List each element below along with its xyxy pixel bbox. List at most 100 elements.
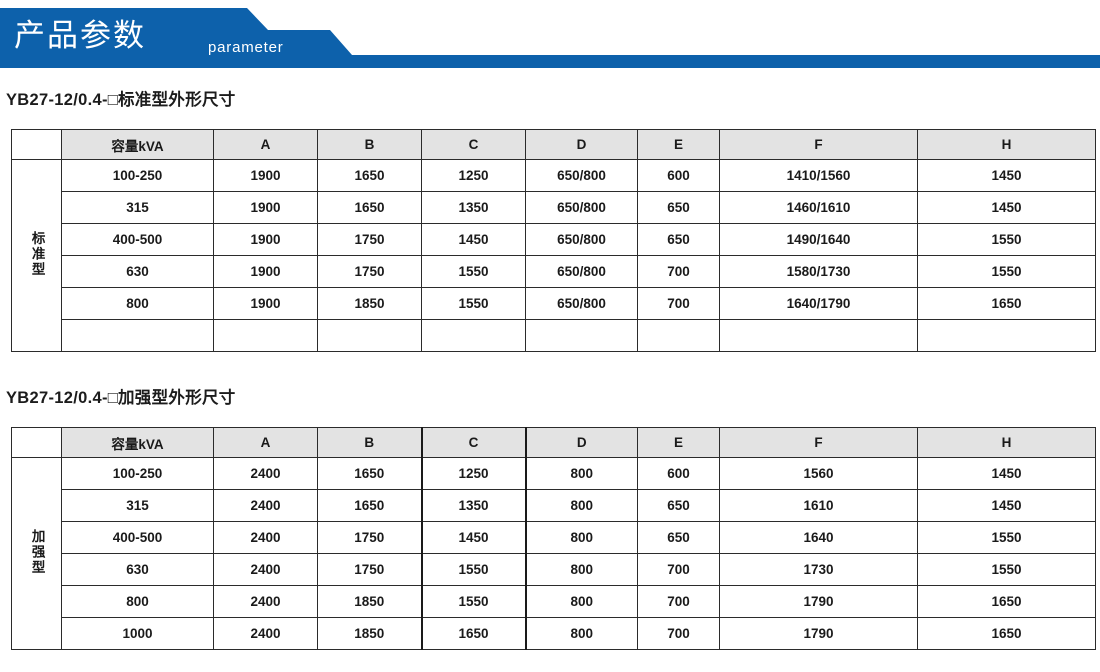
dimension-table-reinforced-wrapper: 容量kVA A B C D E F H 加强型 100-250 2400 165… — [11, 427, 1096, 650]
cell-b: 1750 — [317, 521, 422, 554]
cell-d: 650/800 — [525, 191, 638, 224]
banner-blue-shape — [0, 8, 1100, 68]
banner-shape — [0, 8, 1100, 68]
col-header-a: A — [213, 129, 318, 160]
cell-c: 1250 — [421, 159, 526, 192]
cell-e: 700 — [637, 255, 720, 288]
cell-b: 1750 — [317, 223, 422, 256]
cell-e: 650 — [637, 223, 720, 256]
cell-capacity — [61, 319, 214, 352]
cell-d — [525, 319, 638, 352]
cell-c: 1450 — [420, 521, 527, 554]
dimension-table-standard: 容量kVA A B C D E F H 标准型 100-250 1900 165… — [11, 129, 1096, 352]
cell-f: 1560 — [719, 457, 918, 490]
cell-a — [213, 319, 318, 352]
row-label-header-cell — [11, 427, 62, 458]
banner-title: 产品参数 — [14, 18, 146, 53]
cell-b: 1850 — [317, 287, 422, 320]
row-label-header-cell — [11, 129, 62, 160]
cell-d: 650/800 — [525, 255, 638, 288]
cell-f: 1640/1790 — [719, 287, 918, 320]
cell-b: 1650 — [317, 489, 422, 522]
col-header-capacity: 容量kVA — [61, 129, 214, 160]
row-group-label-standard: 标准型 — [11, 159, 62, 352]
cell-a: 1900 — [213, 223, 318, 256]
cell-h: 1550 — [917, 255, 1096, 288]
col-header-e: E — [637, 129, 720, 160]
cell-e: 700 — [637, 617, 720, 650]
cell-b: 1850 — [317, 585, 422, 618]
cell-c: 1650 — [420, 617, 527, 650]
cell-h: 1450 — [917, 489, 1096, 522]
cell-e — [637, 319, 720, 352]
cell-c: 1550 — [420, 553, 527, 586]
cell-e: 700 — [637, 553, 720, 586]
cell-b: 1850 — [317, 617, 422, 650]
cell-capacity: 1000 — [61, 617, 214, 650]
cell-d: 800 — [525, 489, 638, 522]
cell-b: 1650 — [317, 159, 422, 192]
cell-d: 800 — [525, 553, 638, 586]
cell-d: 650/800 — [525, 287, 638, 320]
table-row: 630 1900 1750 1550 650/800 700 1580/1730… — [12, 255, 1096, 288]
cell-capacity: 315 — [61, 489, 214, 522]
table-row: 400-500 2400 1750 1450 800 650 1640 1550 — [12, 521, 1096, 554]
cell-capacity: 630 — [61, 553, 214, 586]
cell-b: 1650 — [317, 457, 422, 490]
cell-d: 650/800 — [525, 223, 638, 256]
table-row: 加强型 100-250 2400 1650 1250 800 600 1560 … — [11, 457, 1096, 650]
cell-d: 800 — [525, 617, 638, 650]
cell-capacity: 800 — [61, 585, 214, 618]
section-heading-standard: YB27-12/0.4-□标准型外形尺寸 — [6, 91, 236, 109]
table-row-empty — [12, 319, 1096, 352]
cell-c: 1550 — [421, 255, 526, 288]
table-header-row: 容量kVA A B C D E F H — [11, 129, 1096, 160]
cell-e: 700 — [637, 287, 720, 320]
table-row: 800 1900 1850 1550 650/800 700 1640/1790… — [12, 287, 1096, 320]
table-row: 1000 2400 1850 1650 800 700 1790 1650 — [12, 617, 1096, 650]
cell-e: 650 — [637, 191, 720, 224]
cell-e: 650 — [637, 521, 720, 554]
table-row: 800 2400 1850 1550 800 700 1790 1650 — [12, 585, 1096, 618]
cell-a: 2400 — [213, 521, 318, 554]
cell-h: 1550 — [917, 223, 1096, 256]
cell-f: 1790 — [719, 617, 918, 650]
cell-f: 1730 — [719, 553, 918, 586]
banner-subtitle: parameter — [208, 39, 284, 56]
col-header-b: B — [317, 129, 422, 160]
cell-a: 1900 — [213, 255, 318, 288]
cell-b: 1750 — [317, 553, 422, 586]
cell-f: 1490/1640 — [719, 223, 918, 256]
cell-h: 1450 — [917, 159, 1096, 192]
dimension-table-reinforced: 容量kVA A B C D E F H 加强型 100-250 2400 165… — [11, 427, 1096, 650]
cell-h — [917, 319, 1096, 352]
col-header-b: B — [317, 427, 422, 458]
cell-h: 1550 — [917, 521, 1096, 554]
col-header-a: A — [213, 427, 318, 458]
col-header-h: H — [917, 129, 1096, 160]
dimension-table-standard-wrapper: 容量kVA A B C D E F H 标准型 100-250 1900 165… — [11, 129, 1096, 352]
cell-h: 1450 — [917, 457, 1096, 490]
cell-capacity: 400-500 — [61, 223, 214, 256]
cell-a: 1900 — [213, 159, 318, 192]
cell-e: 700 — [637, 585, 720, 618]
cell-f — [719, 319, 918, 352]
cell-h: 1650 — [917, 617, 1096, 650]
cell-b: 1650 — [317, 191, 422, 224]
row-group-label-text: 加强型 — [29, 528, 45, 576]
cell-h: 1650 — [917, 287, 1096, 320]
cell-e: 600 — [637, 457, 720, 490]
cell-a: 2400 — [213, 617, 318, 650]
cell-capacity: 630 — [61, 255, 214, 288]
cell-capacity: 400-500 — [61, 521, 214, 554]
cell-c: 1350 — [421, 191, 526, 224]
cell-f: 1790 — [719, 585, 918, 618]
cell-h: 1450 — [917, 191, 1096, 224]
cell-e: 650 — [637, 489, 720, 522]
cell-capacity: 800 — [61, 287, 214, 320]
cell-a: 1900 — [213, 191, 318, 224]
row-group-label-reinforced: 加强型 — [11, 457, 62, 650]
cell-e: 600 — [637, 159, 720, 192]
col-header-f: F — [719, 129, 918, 160]
cell-f: 1610 — [719, 489, 918, 522]
